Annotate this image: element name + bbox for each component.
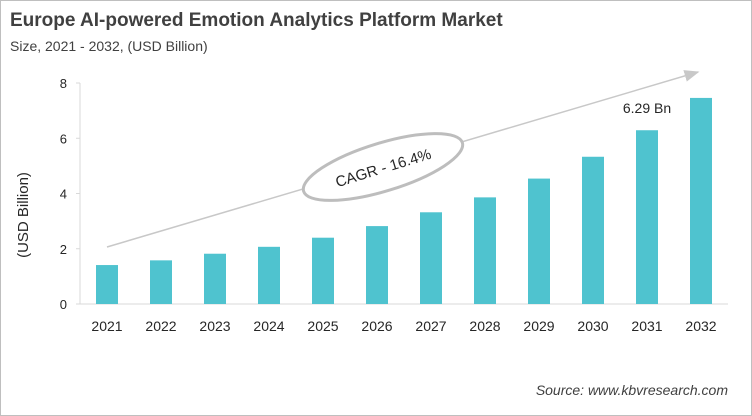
x-tick-label: 2025 [307,318,338,334]
value-label: 6.29 Bn [623,100,671,116]
y-tick-label: 6 [60,131,67,146]
x-tick-label: 2024 [253,318,284,334]
bar-2029 [528,178,550,304]
source-note: Source: www.kbvresearch.com [535,382,728,398]
chart-title: Europe AI-powered Emotion Analytics Plat… [10,10,503,31]
y-tick-label: 4 [60,187,67,202]
x-tick-label: 2031 [631,318,662,334]
bar-2030 [582,156,604,304]
x-tick-label: 2026 [361,318,392,334]
bar-2028 [474,197,496,304]
bar-2025 [312,237,334,304]
x-tick-label: 2022 [145,318,176,334]
x-tick-label: 2028 [469,318,500,334]
x-tick-label: 2021 [91,318,122,334]
bar-2031 [636,130,658,304]
chart-subtitle: Size, 2021 - 2032, (USD Billion) [10,38,208,54]
bar-2021 [96,265,118,304]
x-tick-label: 2027 [415,318,446,334]
bar-2024 [258,246,280,304]
bar-2027 [420,212,442,304]
y-axis-label: (USD Billion) [15,172,32,258]
y-tick-label: 2 [60,242,67,257]
bar-2032 [690,97,712,304]
x-tick-label: 2023 [199,318,230,334]
bar-2023 [204,253,226,304]
x-tick-label: 2029 [523,318,554,334]
y-tick-label: 0 [60,297,67,312]
y-tick-label: 8 [60,76,67,91]
x-tick-label: 2030 [577,318,608,334]
bar-2022 [150,260,172,304]
x-tick-label: 2032 [685,318,716,334]
cagr-ellipse [301,132,465,202]
bar-2026 [366,226,388,304]
